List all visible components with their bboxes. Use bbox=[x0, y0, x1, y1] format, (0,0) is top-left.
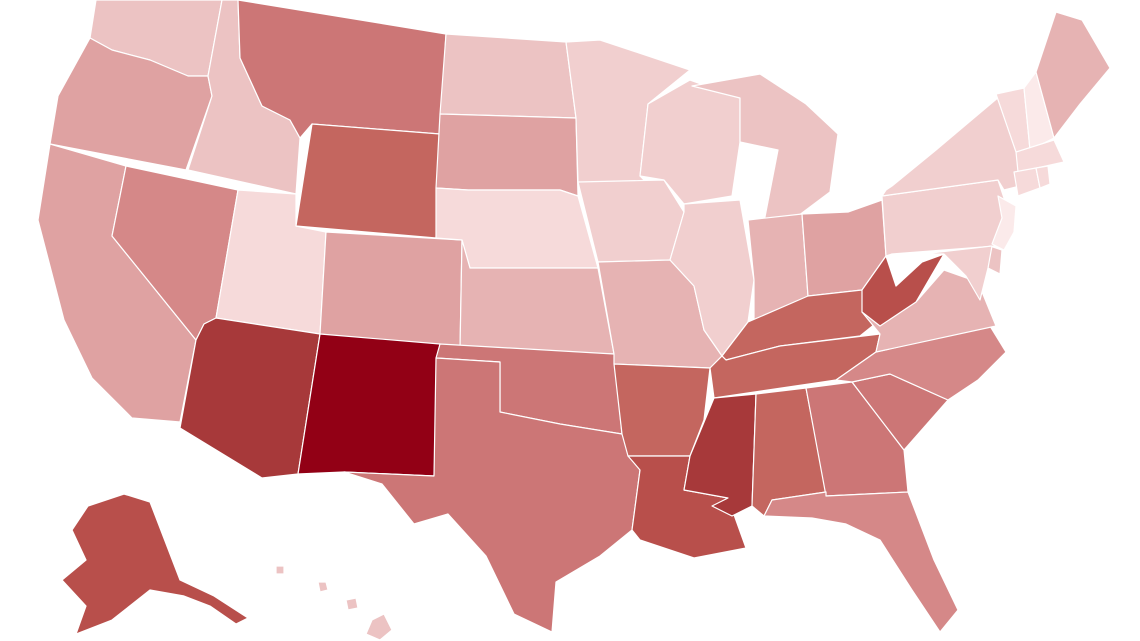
state-maine[interactable] bbox=[1035, 11, 1111, 139]
state-colorado[interactable] bbox=[319, 231, 463, 351]
state-wyoming[interactable] bbox=[295, 123, 441, 239]
state-new-jersey[interactable] bbox=[991, 195, 1017, 251]
state-new-mexico[interactable] bbox=[297, 333, 441, 477]
state-hawaii-kauai[interactable] bbox=[275, 565, 285, 575]
state-south-dakota[interactable] bbox=[435, 113, 579, 197]
state-virginia[interactable] bbox=[861, 269, 997, 353]
state-texas[interactable] bbox=[343, 357, 641, 633]
state-illinois[interactable] bbox=[669, 199, 755, 357]
state-hawaii-big-island[interactable] bbox=[365, 613, 393, 641]
state-hawaii-oahu[interactable] bbox=[317, 581, 329, 593]
state-georgia[interactable] bbox=[805, 381, 909, 497]
state-maryland[interactable] bbox=[921, 245, 993, 301]
state-new-york[interactable] bbox=[881, 95, 1021, 197]
state-rhode-island[interactable] bbox=[1035, 165, 1051, 189]
state-hawaii-maui[interactable] bbox=[345, 597, 359, 611]
state-massachusetts[interactable] bbox=[1015, 139, 1065, 173]
state-alaska[interactable] bbox=[61, 493, 249, 635]
state-florida[interactable] bbox=[763, 491, 959, 633]
state-north-dakota[interactable] bbox=[439, 33, 577, 119]
